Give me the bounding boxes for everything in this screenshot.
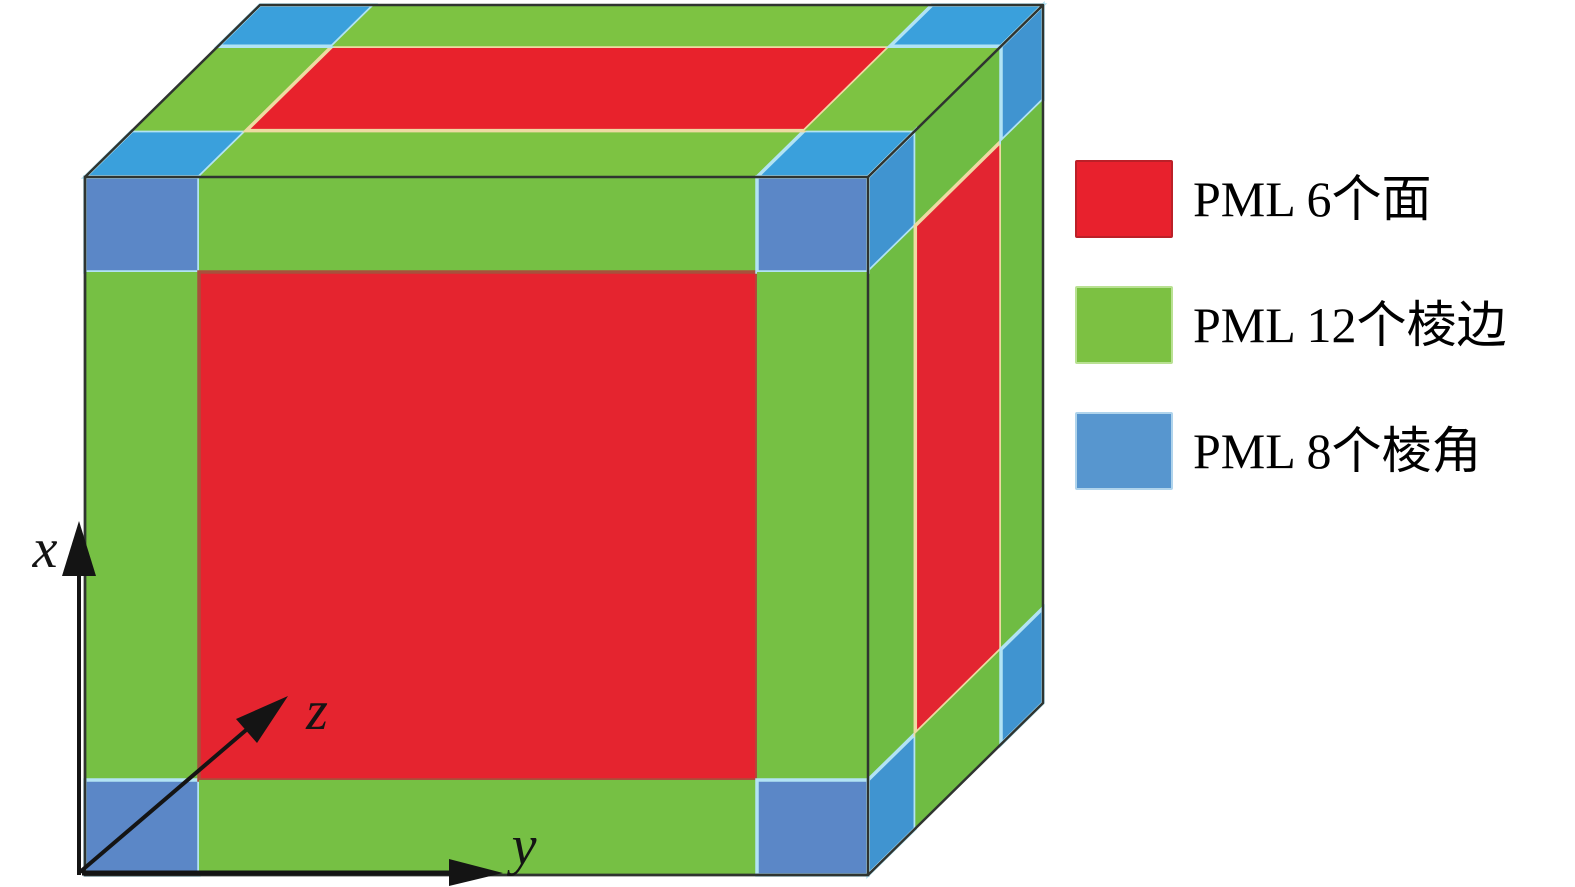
cube-top-cell-1-0 — [199, 130, 805, 177]
legend-label-pml-faces: PML 6个面 — [1193, 171, 1432, 227]
legend-label-pml-corners: PML 8个棱角 — [1193, 423, 1482, 479]
z-axis-line — [78, 723, 254, 874]
cube-right-cell-2-1 — [1001, 100, 1043, 650]
x-axis-arrowhead — [62, 521, 96, 576]
cube-front-cell-2-2 — [755, 778, 870, 877]
cube-right-cell-1-0 — [915, 46, 1001, 226]
cube-right-cell-1-1 — [913, 137, 1003, 738]
cube-front-cell-0-0 — [83, 175, 201, 274]
cube-front-face-outline — [83, 175, 870, 877]
legend: PML 6个面 PML 12个棱边 PML 8个棱角 — [1075, 160, 1506, 538]
cube-top-cell-0-1 — [132, 46, 332, 131]
cube-top-cell-2-1 — [804, 46, 1001, 131]
legend-label-pml-edges: PML 12个棱边 — [1193, 297, 1507, 353]
legend-item-pml-faces: PML 6个面 — [1075, 160, 1506, 238]
y-axis-arrowhead — [449, 859, 503, 886]
legend-item-pml-corners: PML 8个棱角 — [1075, 412, 1506, 490]
cube-top-cell-1-1 — [242, 44, 895, 133]
cube-top-right-edge — [867, 4, 1044, 178]
cube-front-cell-0-1 — [85, 272, 199, 780]
z-axis-arrowhead — [236, 696, 288, 743]
cube-right-cell-1-2 — [915, 649, 1001, 829]
legend-swatch-blue-corners — [1075, 412, 1173, 490]
legend-swatch-red-faces — [1075, 160, 1173, 238]
cube-front-cell-1-2 — [199, 780, 757, 875]
cube-top-cell-1-2 — [332, 5, 932, 47]
cube-right-cell-0-1 — [868, 225, 916, 781]
y-axis-label: y — [507, 815, 537, 877]
z-axis-label: z — [305, 680, 328, 742]
x-axis-label: x — [32, 518, 58, 580]
cube-front-cell-1-0 — [199, 177, 757, 272]
legend-item-pml-edges: PML 12个棱边 — [1075, 286, 1506, 364]
cube-front-cell-2-0 — [755, 175, 870, 274]
cube-front-cell-0-2 — [83, 778, 201, 877]
cube-front-cell-2-1 — [757, 272, 868, 780]
legend-swatch-green-edges — [1075, 286, 1173, 364]
